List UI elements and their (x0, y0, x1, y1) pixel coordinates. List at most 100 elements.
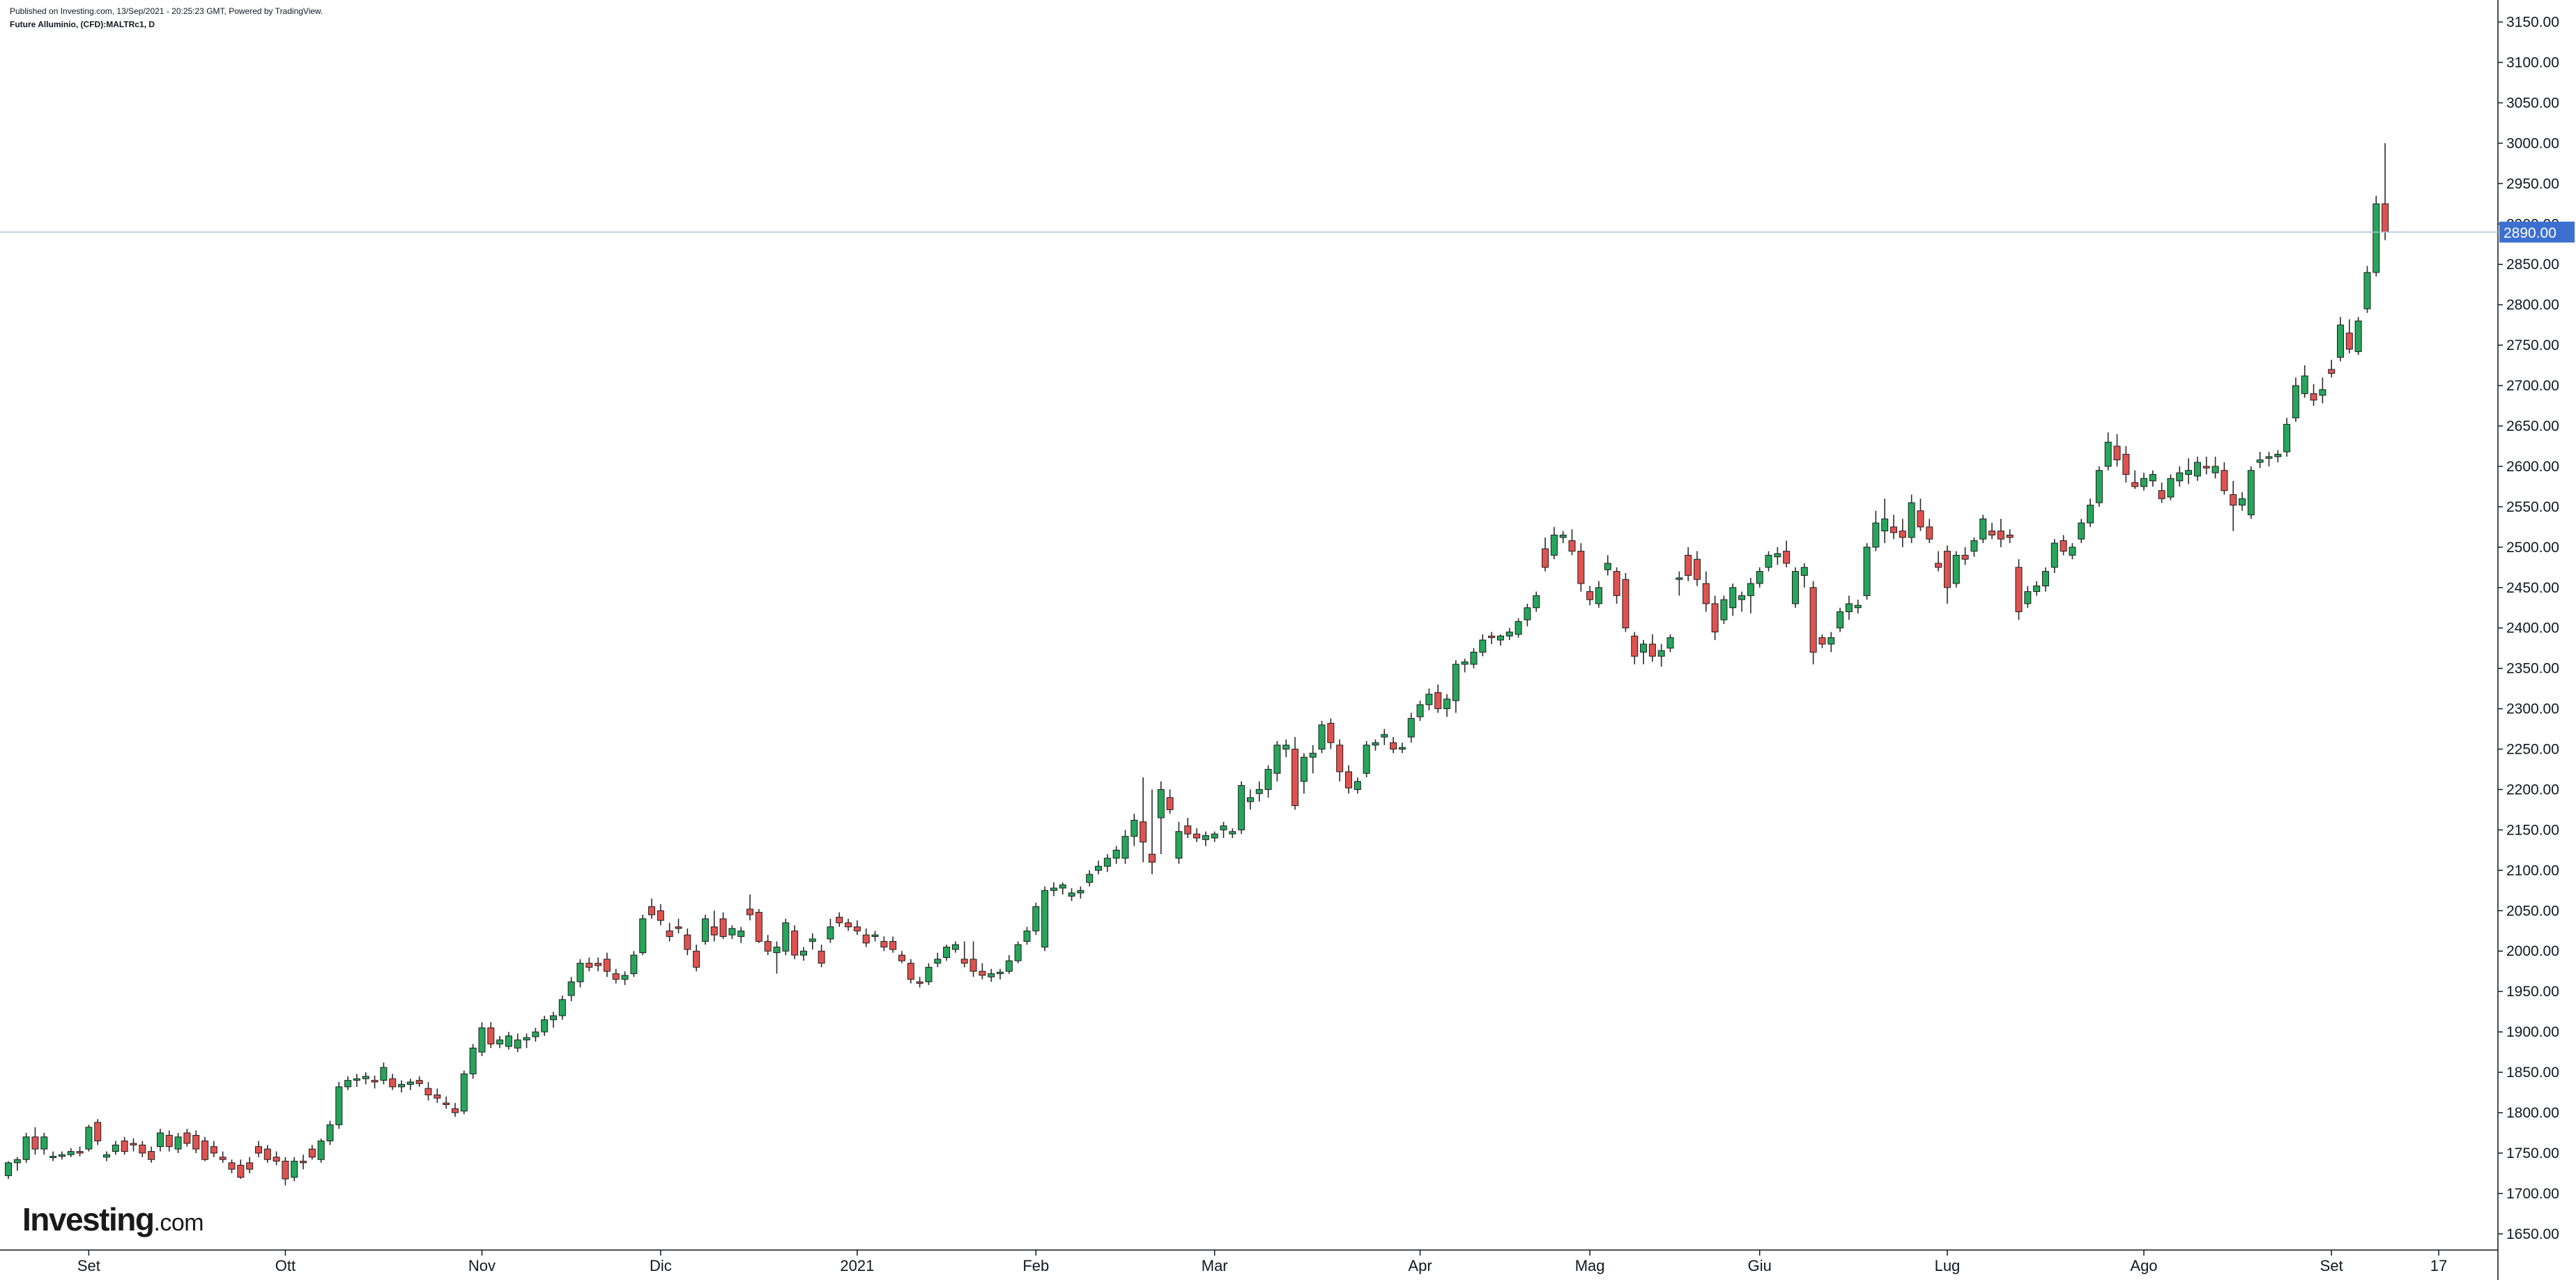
candle-body (1943, 551, 1951, 588)
candle (1729, 583, 1737, 616)
candle-body (2158, 490, 2165, 499)
candle (1640, 640, 1648, 664)
candle-body (1729, 587, 1737, 609)
candle (988, 968, 995, 982)
candle-body (1685, 554, 1692, 576)
candle-body (898, 954, 905, 961)
candle (2158, 482, 2165, 503)
candle (1398, 742, 1406, 754)
candle (1068, 887, 1075, 901)
y-tick-label: 1850.00 (2506, 1065, 2559, 1081)
candle-body (371, 1080, 378, 1083)
candle-body (1648, 643, 1656, 657)
chart-header: Published on Investing.com, 13/Sep/2021 … (10, 6, 323, 32)
candle-body (1720, 599, 1728, 620)
candle (1702, 571, 1710, 612)
candle-body (1202, 835, 1209, 840)
candle (192, 1130, 200, 1153)
x-tick-label: Ott (275, 1257, 296, 1274)
candle-body (934, 959, 942, 964)
candle-body (1827, 637, 1835, 645)
candle-body (1184, 825, 1192, 835)
candle-body (246, 1162, 254, 1170)
candle-body (460, 1073, 468, 1112)
candle-body (1282, 745, 1290, 750)
candle-body (1899, 531, 1906, 538)
x-tick-label: Nov (468, 1257, 496, 1274)
candle-body (389, 1078, 397, 1088)
candle-body (2113, 445, 2121, 461)
candle (1979, 515, 1987, 544)
candle-body (1336, 745, 1344, 772)
candle-body (836, 917, 843, 924)
candle (997, 968, 1004, 980)
candle (1550, 526, 1558, 560)
candle (1255, 781, 1263, 802)
candle-body (505, 1035, 512, 1047)
candle (415, 1076, 423, 1087)
candle (1756, 567, 1763, 588)
candle-body (2345, 333, 2353, 350)
candle-body (755, 912, 762, 942)
candle-body (201, 1141, 209, 1160)
candle (871, 931, 879, 942)
y-tick-label: 2650.00 (2506, 418, 2559, 434)
candle-body (1577, 551, 1585, 584)
candle (94, 1119, 102, 1145)
candle (496, 1035, 504, 1049)
candle-body (2247, 470, 2255, 515)
y-tick-label: 2800.00 (2506, 297, 2559, 313)
candle (1246, 789, 1254, 810)
candle (710, 911, 718, 942)
candle-body (148, 1151, 155, 1160)
candle-body (2193, 462, 2201, 477)
candle (1140, 777, 1147, 862)
candle-body (1166, 797, 1174, 810)
candle (773, 941, 781, 974)
candle (1470, 648, 1478, 669)
candle (67, 1148, 75, 1157)
candle (5, 1161, 12, 1180)
candle-body (2372, 203, 2380, 273)
candle-body (576, 963, 584, 982)
candle-body (960, 959, 968, 964)
candle (2230, 480, 2237, 531)
candle-body (1702, 583, 1710, 604)
candle (130, 1138, 137, 1152)
candle (371, 1075, 378, 1089)
candle-body (943, 946, 951, 959)
candle (1238, 781, 1245, 835)
candle-body (1979, 518, 1987, 540)
candle (603, 952, 611, 977)
candle (344, 1076, 352, 1090)
candle-body (67, 1151, 75, 1155)
candle-body (2024, 591, 2032, 604)
candle-body (398, 1083, 406, 1088)
candle-body (1515, 620, 1522, 635)
candle-body (1890, 526, 1898, 533)
candle (85, 1125, 93, 1152)
y-tick-label: 2850.00 (2506, 257, 2559, 273)
candle (889, 936, 897, 953)
candle (1577, 543, 1585, 592)
candle (818, 944, 825, 968)
candle (2354, 317, 2362, 356)
candle-body (907, 963, 914, 980)
candle (254, 1141, 262, 1157)
logo-suffix: .com (153, 1210, 204, 1236)
candle (845, 918, 852, 931)
candle-body (1631, 635, 1639, 657)
candle-body (532, 1031, 539, 1037)
candle (1211, 831, 1218, 842)
candle (398, 1080, 406, 1093)
x-tick-label: Apr (1408, 1257, 1432, 1274)
candle (648, 898, 656, 919)
candle (2078, 519, 2085, 544)
y-tick-label: 1800.00 (2506, 1105, 2559, 1121)
candle (1524, 603, 1531, 627)
candle-body (452, 1108, 459, 1113)
candle (880, 936, 888, 952)
candle-body (675, 926, 682, 929)
candle-body (1479, 639, 1487, 653)
